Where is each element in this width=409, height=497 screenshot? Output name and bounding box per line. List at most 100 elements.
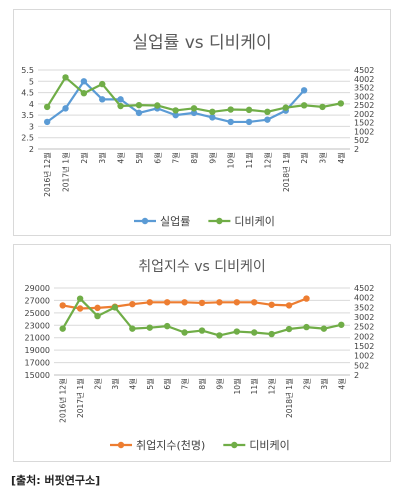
x-tick-label: 6월 [162, 378, 172, 390]
x-tick-label: 2016년 12월 [58, 378, 68, 423]
data-point-series-0 [216, 299, 223, 306]
y-left-tick-label: 15000 [25, 371, 50, 380]
data-point-series-0 [198, 299, 206, 307]
data-point-series-0 [163, 299, 171, 306]
y-right-tick-label: 3002 [354, 313, 374, 322]
legend-label: 디비케이 [234, 215, 274, 228]
data-point-series-1 [154, 102, 161, 109]
data-point-series-0 [146, 299, 153, 306]
x-tick-label: 4월 [116, 152, 126, 164]
source-caption: [출처: 버핏연구소] [11, 474, 101, 487]
y-right-tick-label: 1002 [354, 127, 374, 136]
x-tick-label: 5월 [134, 152, 144, 164]
x-tick-label: 4월 [336, 378, 346, 390]
data-point-series-1 [76, 295, 84, 302]
data-point-series-0 [264, 116, 271, 123]
y-right-tick-label: 1002 [354, 352, 374, 361]
y-left-tick-label: 5.5 [21, 66, 34, 75]
data-point-series-0 [285, 302, 293, 309]
x-tick-label: 3월 [97, 152, 107, 164]
x-tick-label: 2월 [301, 378, 311, 390]
y-left-tick-label: 25000 [25, 309, 50, 318]
x-tick-label: 9월 [207, 152, 217, 164]
data-point-series-0 [245, 118, 253, 126]
chart-title: 취업지수 vs 디비케이 [138, 259, 266, 275]
x-tick-label: 9월 [214, 378, 224, 390]
x-tick-label: 12월 [267, 378, 277, 395]
data-point-series-1 [282, 104, 289, 111]
data-point-series-0 [76, 305, 84, 312]
data-point-series-0 [209, 114, 216, 121]
y-left-tick-label: 19000 [25, 346, 50, 355]
y-left-tick-label: 4.5 [21, 89, 34, 98]
data-point-series-1 [172, 107, 179, 114]
legend-marker [216, 217, 223, 225]
legend-label: 실업률 [160, 215, 190, 228]
y-left-tick-label: 27000 [25, 296, 50, 305]
data-point-series-1 [227, 106, 234, 113]
x-tick-label: 8월 [189, 152, 199, 164]
data-point-series-0 [59, 302, 66, 309]
y-right-tick-label: 3502 [354, 303, 374, 312]
x-tick-label: 2016년 12월 [42, 152, 52, 197]
x-tick-label: 4월 [336, 152, 346, 164]
data-point-series-0 [80, 78, 88, 85]
y-right-tick-label: 502 [354, 136, 369, 145]
y-right-tick-label: 2502 [354, 323, 374, 332]
data-point-series-0 [94, 304, 101, 312]
data-point-series-0 [190, 109, 198, 117]
chart-title: 실업률 vs 디비케이 [132, 33, 271, 53]
data-point-series-1 [80, 90, 88, 97]
x-tick-label: 3월 [110, 378, 120, 390]
data-point-series-1 [111, 304, 119, 311]
data-point-series-0 [303, 295, 310, 302]
data-point-series-1 [99, 80, 106, 88]
y-left-tick-label: 5 [29, 77, 34, 86]
y-left-tick-label: 4 [29, 100, 34, 109]
data-point-series-0 [233, 299, 241, 306]
y-left-tick-label: 29000 [25, 284, 50, 293]
legend-label: 취업지수(천명) [136, 438, 205, 452]
x-tick-label: 8월 [197, 378, 207, 390]
x-tick-label: 10월 [232, 378, 242, 395]
data-point-series-0 [129, 300, 136, 308]
data-point-series-0 [117, 96, 124, 103]
y-right-tick-label: 4002 [354, 294, 374, 303]
data-point-series-0 [99, 96, 106, 103]
chart-panel-unemployment: 실업률 vs 디비케이 5.5 5 4.5 4 3.5 3 2.5 2 4502 4002 3502 3… [13, 9, 391, 236]
data-point-series-0 [172, 111, 179, 119]
data-point-series-1 [135, 101, 143, 109]
data-point-series-1 [251, 329, 258, 336]
data-point-series-1 [338, 321, 345, 328]
data-point-series-1 [320, 325, 328, 332]
y-right-tick-label: 3002 [354, 92, 374, 101]
y-right-tick-label: 2002 [354, 110, 374, 119]
data-point-series-1 [233, 328, 241, 335]
y-right-tick-label: 4002 [354, 75, 374, 84]
data-point-series-0 [251, 299, 258, 306]
data-point-series-1 [43, 103, 51, 111]
x-tick-label: 12월 [262, 152, 272, 169]
y-left-tick-label: 17000 [25, 359, 50, 368]
x-tick-label: 10월 [226, 152, 236, 169]
chart-svg-employment: 취업지수 vs 디비케이 29000 27000 25000 23000 21000 190… [25, 259, 375, 452]
data-point-series-1 [146, 324, 153, 331]
chart-panel-employment: 취업지수 vs 디비케이 29000 27000 25000 23000 21000 190… [13, 244, 391, 462]
chart-svg-unemployment: 실업률 vs 디비케이5.554.543.532.524502400235023… [21, 33, 374, 228]
y-right-tick-label: 502 [354, 361, 369, 370]
x-tick-label: 2월 [93, 378, 103, 390]
data-point-series-0 [135, 109, 143, 117]
data-point-series-1 [268, 330, 275, 338]
y-left-tick-label: 2.5 [21, 134, 34, 143]
legend-label: 디비케이 [249, 439, 289, 452]
x-tick-label: 3월 [319, 378, 329, 390]
data-point-series-1 [62, 74, 69, 81]
x-tick-label: 2월 [79, 152, 89, 164]
y-right-tick-label: 2002 [354, 332, 374, 341]
x-tick-label: 11월 [244, 152, 254, 169]
y-right-tick-label: 3502 [354, 84, 374, 93]
y-left-tick-label: 2 [29, 145, 34, 154]
y-left-tick-label: 3.5 [21, 111, 34, 120]
data-point-series-1 [303, 323, 310, 331]
y-right-tick-label: 1502 [354, 342, 374, 351]
